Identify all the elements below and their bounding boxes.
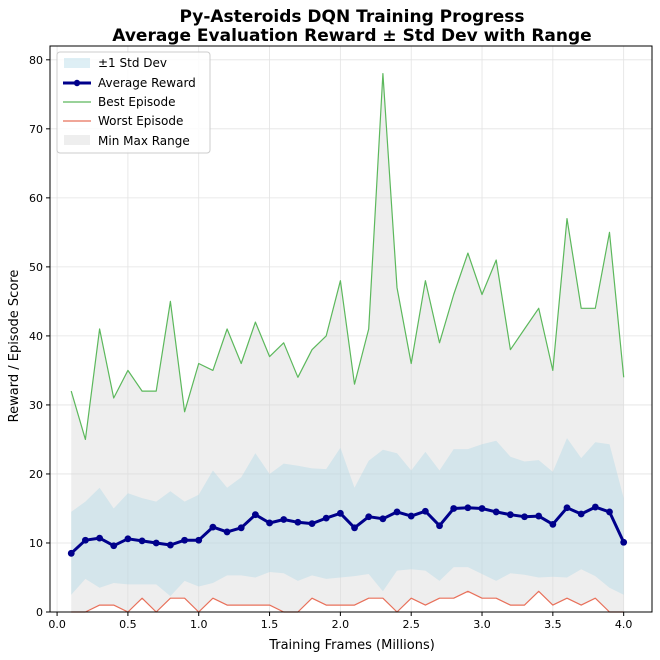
average-reward-point bbox=[110, 542, 118, 550]
average-reward-point bbox=[563, 504, 571, 512]
average-reward-point bbox=[492, 508, 500, 516]
average-reward-point bbox=[294, 518, 302, 526]
x-tick-label: 4.0 bbox=[615, 618, 633, 631]
average-reward-point bbox=[591, 503, 599, 511]
average-reward-point bbox=[549, 520, 557, 528]
legend-label-std-dev: ±1 Std Dev bbox=[98, 56, 167, 70]
average-reward-point bbox=[280, 516, 288, 523]
x-tick-label: 0.0 bbox=[48, 618, 66, 631]
y-tick-label: 40 bbox=[29, 330, 43, 343]
average-reward-point bbox=[535, 512, 543, 520]
legend-marker-average-reward bbox=[73, 79, 81, 87]
y-tick-label: 20 bbox=[29, 468, 43, 481]
average-reward-points-layer bbox=[67, 503, 628, 557]
average-reward-point bbox=[251, 511, 259, 519]
chart-subtitle: Average Evaluation Reward ± Std Dev with… bbox=[112, 26, 591, 46]
legend-swatch-min-max-range bbox=[64, 135, 90, 145]
average-reward-point bbox=[167, 541, 174, 549]
average-reward-point bbox=[67, 549, 75, 557]
average-reward-point bbox=[237, 524, 245, 532]
average-reward-point bbox=[464, 504, 472, 512]
average-reward-point bbox=[478, 505, 486, 512]
std-dev-band bbox=[71, 438, 624, 597]
x-tick-label: 3.0 bbox=[473, 618, 491, 631]
x-axis-label: Training Frames (Millions) bbox=[268, 638, 435, 653]
x-tick-label: 2.0 bbox=[332, 618, 350, 631]
legend-label-min-max-range: Min Max Range bbox=[98, 134, 190, 148]
average-reward-point bbox=[124, 535, 132, 543]
legend-label-best-episode: Best Episode bbox=[98, 95, 176, 109]
average-reward-point bbox=[421, 507, 429, 515]
y-axis-ticks: 0 10 20 30 40 50 60 70 80 bbox=[29, 54, 50, 619]
y-axis-label: Reward / Episode Score bbox=[7, 270, 22, 423]
average-reward-point bbox=[96, 534, 103, 542]
x-tick-label: 3.5 bbox=[544, 618, 562, 631]
y-tick-label: 80 bbox=[29, 54, 43, 67]
average-reward-point bbox=[181, 536, 188, 544]
average-reward-point bbox=[407, 512, 415, 520]
x-axis-ticks: 0.0 0.5 1.0 1.5 2.0 2.5 3.0 3.5 4.0 bbox=[48, 612, 632, 631]
y-tick-label: 0 bbox=[36, 606, 43, 619]
x-tick-label: 1.5 bbox=[261, 618, 279, 631]
average-reward-point bbox=[209, 523, 217, 531]
average-reward-point bbox=[577, 510, 585, 518]
series-lines-layer bbox=[70, 72, 626, 613]
average-reward-point bbox=[82, 536, 89, 544]
legend-label-worst-episode: Worst Episode bbox=[98, 114, 183, 128]
min-max-range-area bbox=[71, 73, 624, 613]
y-tick-label: 70 bbox=[29, 123, 43, 136]
x-tick-label: 1.0 bbox=[190, 618, 208, 631]
average-reward-point bbox=[138, 537, 146, 545]
x-tick-label: 2.5 bbox=[402, 618, 420, 631]
average-reward-line bbox=[70, 505, 626, 555]
average-reward-point bbox=[606, 508, 613, 516]
average-reward-point bbox=[393, 508, 401, 516]
x-tick-label: 0.5 bbox=[119, 618, 137, 631]
average-reward-point bbox=[450, 505, 458, 512]
std-dev-band-layer bbox=[71, 438, 624, 597]
best-episode-line bbox=[70, 72, 625, 440]
average-reward-point bbox=[308, 520, 316, 528]
min-max-range-layer bbox=[71, 73, 624, 613]
plot-frame bbox=[49, 45, 653, 613]
average-reward-point bbox=[195, 536, 203, 544]
average-reward-point bbox=[266, 519, 273, 527]
legend-frame bbox=[56, 51, 211, 154]
y-tick-label: 10 bbox=[29, 537, 43, 550]
average-reward-point bbox=[223, 528, 231, 536]
chart-title: Py-Asteroids DQN Training Progress bbox=[179, 7, 524, 27]
y-tick-label: 50 bbox=[29, 261, 43, 274]
average-reward-point bbox=[521, 513, 528, 521]
average-reward-point bbox=[620, 538, 628, 546]
legend: ±1 Std Dev Average Reward Best Episode W… bbox=[56, 51, 211, 154]
average-reward-point bbox=[436, 522, 443, 530]
average-reward-point bbox=[322, 514, 330, 522]
average-reward-point bbox=[379, 515, 387, 523]
y-tick-label: 60 bbox=[29, 192, 43, 205]
average-reward-point bbox=[336, 509, 344, 517]
worst-episode-line bbox=[71, 590, 624, 613]
y-tick-label: 30 bbox=[29, 399, 43, 412]
average-reward-point bbox=[506, 511, 514, 519]
average-reward-point bbox=[365, 513, 373, 521]
average-reward-point bbox=[152, 539, 160, 547]
average-reward-point bbox=[351, 524, 358, 532]
legend-swatch-std-dev bbox=[64, 58, 90, 68]
legend-label-average-reward: Average Reward bbox=[98, 76, 196, 90]
